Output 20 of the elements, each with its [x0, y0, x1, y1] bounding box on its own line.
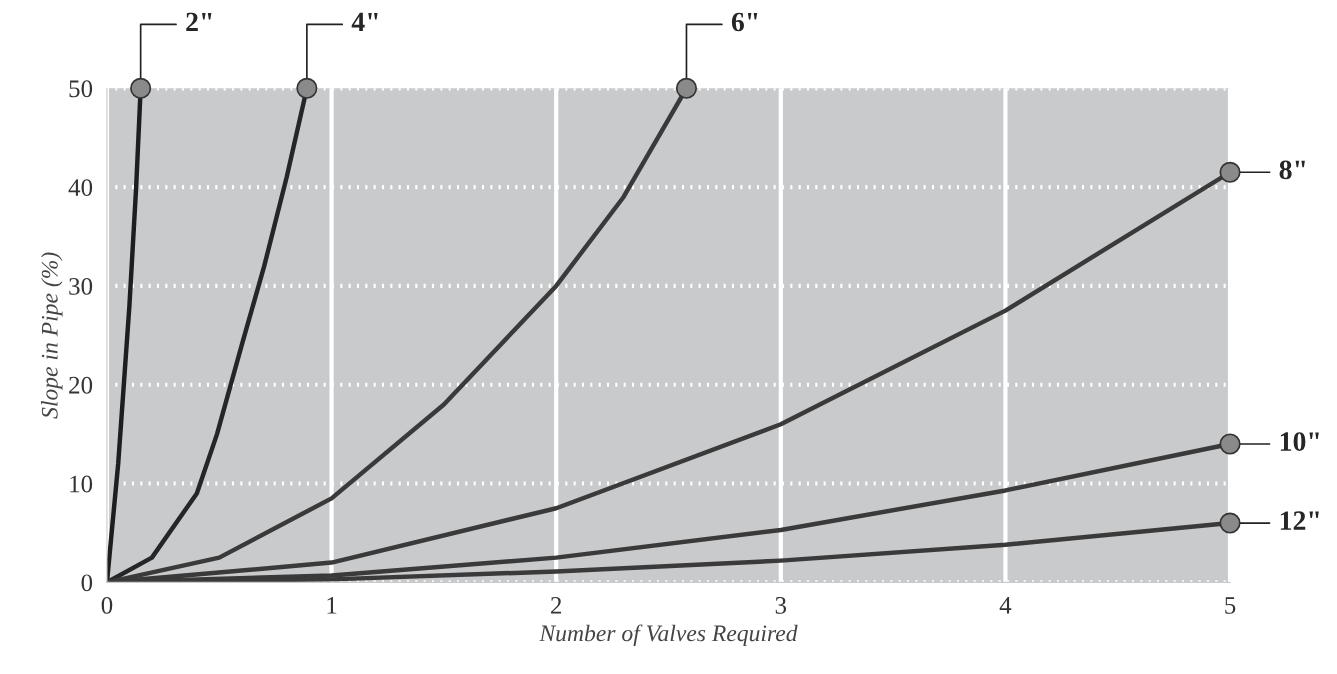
x-tick-label: 1 — [327, 597, 337, 614]
annotation: 8" — [1279, 160, 1305, 180]
x-tick-label: 2 — [551, 597, 562, 614]
y-axis-title: Slope in Pipe (%) — [41, 252, 63, 419]
x-tick-label: 3 — [775, 597, 787, 614]
y-tick-label: 50 — [69, 80, 93, 98]
y-tick-label: 30 — [69, 277, 93, 295]
y-tick-label: 0 — [81, 574, 93, 592]
annotation: 10" — [1280, 432, 1319, 451]
x-tick-label: 5 — [1225, 597, 1236, 614]
x-tick-label: 4 — [999, 597, 1012, 614]
y-tick-label: 40 — [68, 179, 93, 197]
y-tick-label: 20 — [69, 376, 93, 394]
x-tick-label: 0 — [101, 596, 113, 614]
annotation: 12" — [1280, 511, 1319, 530]
annotation: 4" — [351, 12, 378, 32]
annotation: 6" — [731, 12, 758, 32]
y-tick-label: 10 — [70, 475, 93, 493]
annotation: 2" — [186, 12, 212, 32]
x-axis-title: Number of Valves Required — [539, 624, 798, 647]
